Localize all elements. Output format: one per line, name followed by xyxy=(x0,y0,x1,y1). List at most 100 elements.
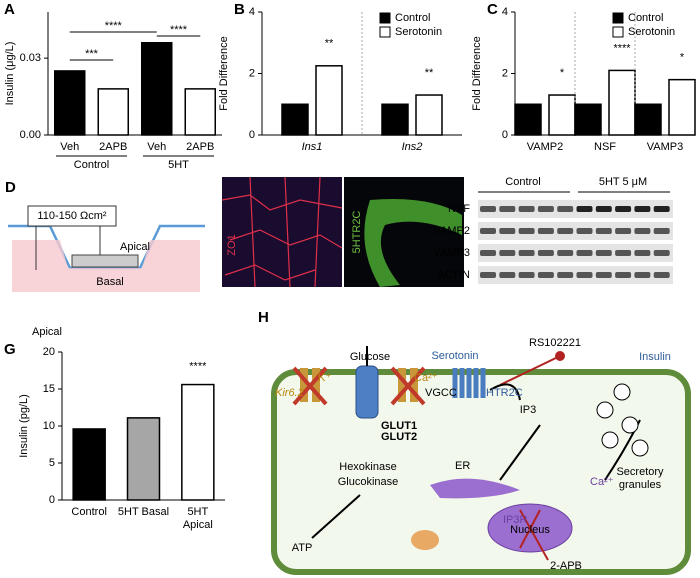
significance: **** xyxy=(170,24,188,36)
h-text: 2-APB xyxy=(550,560,582,572)
blot-band xyxy=(499,206,516,212)
h-text: RS102221 xyxy=(529,337,581,349)
h-text: Hexokinase xyxy=(339,461,396,473)
panel-label: C xyxy=(487,1,498,18)
x-tick-label: 2APB xyxy=(99,141,127,153)
ohm-box xyxy=(27,205,117,227)
stain-area xyxy=(364,199,462,287)
blot-strip xyxy=(478,222,673,240)
h-text: ATP xyxy=(292,542,313,554)
blot-band xyxy=(480,206,496,212)
h-text: GLUT2 xyxy=(381,431,417,443)
y-tick-label: 0.00 xyxy=(20,129,41,141)
x-tick-label: 2APB xyxy=(186,141,214,153)
micrograph xyxy=(344,177,464,287)
x-tick-label: Control xyxy=(71,506,107,518)
h-text: VGCC xyxy=(425,387,457,399)
blot-band xyxy=(595,272,612,278)
blot-strip xyxy=(478,200,673,218)
blot-band xyxy=(557,272,574,278)
granule xyxy=(621,416,639,434)
panel-e: E ZO1 xyxy=(221,176,343,288)
significance: * xyxy=(680,52,685,64)
channel xyxy=(312,368,320,402)
h-text: IP3R xyxy=(503,514,528,526)
y-tick-label: 0 xyxy=(249,129,255,141)
er xyxy=(430,478,520,499)
x-tick-label: VAMP2 xyxy=(527,141,563,153)
h-text: HTR2C xyxy=(486,387,523,399)
bar xyxy=(315,65,343,136)
bar xyxy=(381,103,409,136)
h-text: K⁺ xyxy=(318,372,331,384)
h-text: GLUT1 xyxy=(381,420,417,432)
panel-label: A xyxy=(4,1,15,18)
arrow xyxy=(489,383,521,401)
x-tick-label: NSF xyxy=(594,141,616,153)
blot-band xyxy=(615,228,632,234)
blot-band xyxy=(480,228,496,234)
bar xyxy=(181,383,215,501)
legend-label: Control xyxy=(628,12,663,24)
significance: ** xyxy=(425,67,434,79)
panel-f: F 5HTR2C xyxy=(344,177,464,287)
stain: ZO1 xyxy=(226,234,238,255)
legend-swatch xyxy=(612,12,624,24)
blot-band xyxy=(576,250,593,256)
x-tick-label: VAMP3 xyxy=(647,141,683,153)
blot-strip xyxy=(478,244,673,262)
junctions xyxy=(221,176,343,288)
panel-h: H Glucose Serotonin RS102221 Insulin K⁺ … xyxy=(258,309,691,575)
h-text: Ca²⁺ xyxy=(414,372,438,384)
receptor xyxy=(452,368,486,398)
bar xyxy=(97,88,129,136)
x-tick-label: Veh xyxy=(60,141,79,153)
legend-swatch xyxy=(612,26,624,38)
bar xyxy=(141,42,173,136)
h-text: Serotonin xyxy=(431,350,478,362)
h-text: Nucleus xyxy=(510,524,550,536)
inhibit xyxy=(499,355,561,386)
bar xyxy=(126,417,161,501)
h-text: granules xyxy=(619,479,662,491)
y-tick-label: 0 xyxy=(49,494,55,506)
y-axis-label: Insulin (μg/L) xyxy=(4,42,16,106)
legend-swatch xyxy=(379,12,391,24)
blot-band xyxy=(634,250,651,256)
x-tick-label: Veh xyxy=(147,141,166,153)
x-tick-label: 5HT Apical xyxy=(182,506,213,531)
granule xyxy=(613,383,631,401)
block xyxy=(390,366,426,406)
blot-band xyxy=(615,206,632,212)
blot-band xyxy=(557,250,574,256)
channel xyxy=(300,368,308,402)
blot-band xyxy=(557,228,574,234)
h-text: Glucokinase xyxy=(338,476,399,488)
group-label: 5HT xyxy=(168,159,189,171)
panel-label: D xyxy=(5,179,16,196)
blot-band xyxy=(653,272,670,278)
stain: 5HTR2C xyxy=(351,211,363,254)
y-axis-label: Insulin (pg/L) xyxy=(18,394,30,458)
x-tick-label: Ins1 xyxy=(302,141,323,153)
bar xyxy=(634,103,662,136)
legend-label: Serotonin xyxy=(395,26,442,38)
channel xyxy=(410,368,418,402)
glut xyxy=(355,365,379,419)
blot-band xyxy=(537,206,554,212)
blot-band xyxy=(595,228,612,234)
antagonist-dot xyxy=(555,351,565,361)
medium xyxy=(12,240,200,292)
y-tick-label: 2 xyxy=(502,67,508,79)
blot-band xyxy=(518,206,535,212)
arrow xyxy=(311,494,361,539)
basal-label: Basal xyxy=(96,276,124,288)
significance: **** xyxy=(105,20,123,32)
y-tick-label: 0 xyxy=(502,129,508,141)
granule xyxy=(601,431,619,449)
blot-band xyxy=(537,228,554,234)
bar xyxy=(608,69,636,136)
bar xyxy=(548,94,576,136)
h-text: Glucose xyxy=(350,351,390,363)
